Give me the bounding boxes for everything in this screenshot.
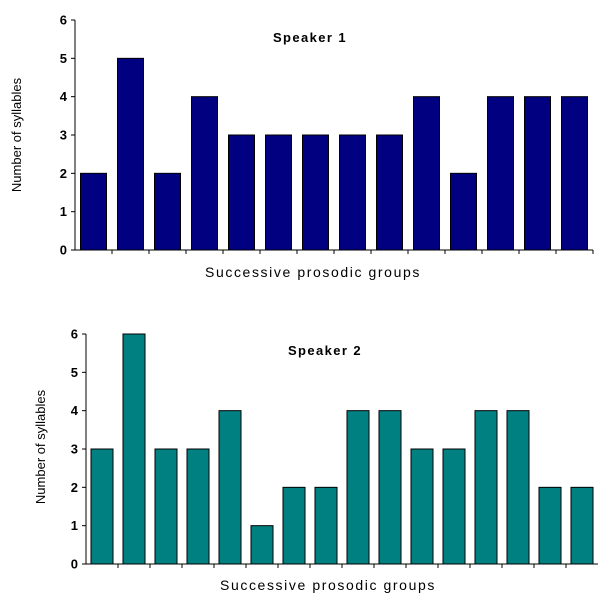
chart-1-y-axis-label: Number of syllables — [9, 77, 24, 192]
chart-1-y-tick-label: 5 — [60, 51, 67, 66]
chart-2-y-tick-label: 5 — [71, 365, 78, 380]
chart-1-y-tick-label: 0 — [60, 243, 67, 258]
chart-2-bar — [506, 410, 530, 565]
chart-1-bar — [376, 134, 403, 251]
chart-2-y-tick-label: 1 — [71, 518, 78, 533]
chart-1-x-axis-label: Successive prosodic groups — [205, 264, 421, 280]
chart-1-bar — [154, 172, 181, 251]
chart-2-y-tick-label: 4 — [71, 403, 79, 418]
speaker-2-chart: Speaker 2 Number of syllables Successive… — [33, 327, 598, 593]
chart-2-bar — [186, 448, 210, 565]
chart-2-y-tick-label: 2 — [71, 480, 78, 495]
chart-2-bar — [90, 448, 114, 565]
chart-1-bar — [561, 96, 588, 251]
chart-1-y-tick-label: 2 — [60, 166, 67, 181]
chart-2-bar — [538, 486, 562, 565]
speaker-1-chart: Speaker 1 Number of syllables Successive… — [9, 13, 594, 280]
chart-2-y-tick-label: 3 — [71, 442, 78, 457]
chart-1-bar — [302, 134, 329, 251]
chart-1-bar — [487, 96, 514, 251]
chart-1-y-tick-label: 1 — [60, 204, 67, 219]
chart-2-bar — [250, 525, 274, 565]
chart-2-y-tick-label: 0 — [71, 557, 78, 572]
chart-2-bar — [282, 486, 306, 565]
chart-2-bar — [378, 410, 402, 565]
chart-2-bar — [154, 448, 178, 565]
chart-1-y-tick-label: 6 — [60, 13, 67, 28]
chart-2-x-axis-label: Successive prosodic groups — [220, 577, 436, 593]
chart-2-bar — [410, 448, 434, 565]
chart-2-y-axis-label: Number of syllables — [33, 389, 48, 504]
chart-1-y-tick-label: 3 — [60, 128, 67, 143]
chart-2-bar — [570, 486, 594, 565]
chart-1-bar — [524, 96, 551, 251]
chart-2-bar — [122, 333, 146, 565]
chart-1-bar — [265, 134, 292, 251]
chart-2-y-tick-label: 6 — [71, 327, 78, 342]
chart-1-bar — [191, 96, 218, 251]
chart-1-bar — [117, 57, 144, 251]
chart-2-bar — [442, 448, 466, 565]
chart-1-y-tick-label: 4 — [60, 89, 68, 104]
chart-1-title: Speaker 1 — [273, 30, 347, 45]
chart-2-bar — [218, 410, 242, 565]
chart-2-bar — [346, 410, 370, 565]
chart-1-bar — [413, 96, 440, 251]
chart-1-bar — [228, 134, 255, 251]
chart-1-bar — [339, 134, 366, 251]
chart-1-bar — [80, 172, 107, 251]
chart-2-bar — [314, 486, 338, 565]
chart-1-bar — [450, 172, 477, 251]
chart-2-title: Speaker 2 — [288, 343, 362, 358]
chart-2-bar — [474, 410, 498, 565]
